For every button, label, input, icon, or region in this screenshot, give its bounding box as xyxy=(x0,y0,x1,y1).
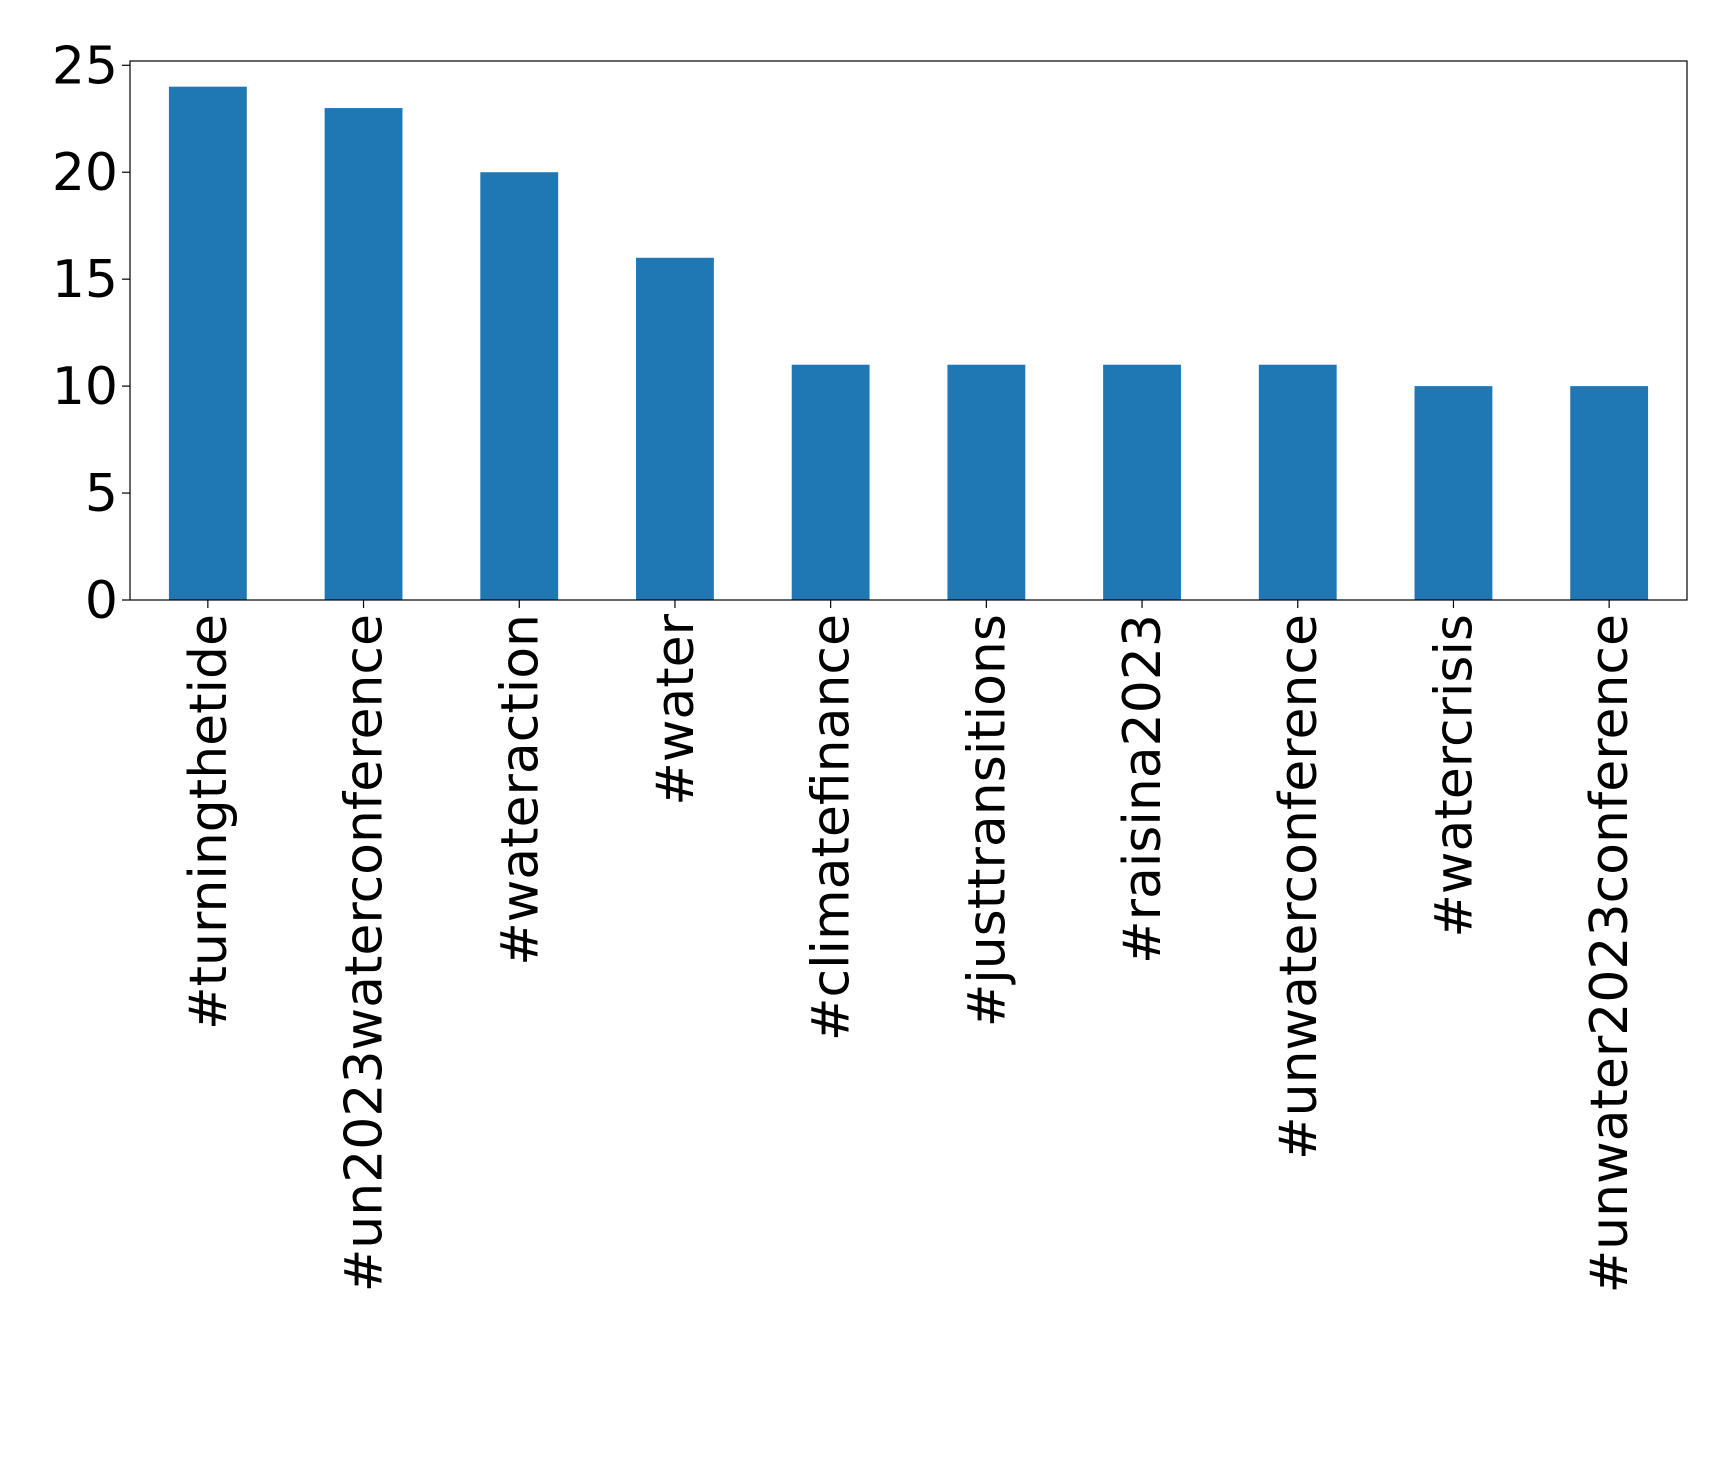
plot-frame xyxy=(129,60,1688,601)
y-tick-label: 10 xyxy=(52,357,118,417)
bar xyxy=(1103,364,1181,600)
y-tick-label: 20 xyxy=(52,143,118,203)
x-tick-label: #un2023waterconference xyxy=(335,614,395,1292)
x-tick-label: #justtransitions xyxy=(957,614,1017,1027)
bar xyxy=(324,108,403,601)
y-tick-label: 0 xyxy=(85,571,118,631)
x-tick-label: #watercrisis xyxy=(1424,614,1484,938)
x-tick-label: #unwater2023conference xyxy=(1580,614,1640,1293)
x-tick-label: #climatefinance xyxy=(802,614,862,1041)
bar xyxy=(168,86,247,600)
bar xyxy=(791,364,870,600)
y-tick-label: 15 xyxy=(52,250,118,310)
y-tick-label: 25 xyxy=(52,36,118,96)
bar xyxy=(636,257,714,600)
bar xyxy=(480,172,559,600)
x-tick-label: #raisina2023 xyxy=(1113,614,1173,964)
y-tick-label: 5 xyxy=(85,464,118,524)
x-tick-label: #unwaterconference xyxy=(1269,614,1329,1160)
bar xyxy=(1414,386,1493,600)
bar xyxy=(1258,364,1337,600)
x-tick-label: #wateraction xyxy=(490,614,550,966)
bar xyxy=(947,364,1026,600)
x-tick-label: #turningthetide xyxy=(179,614,239,1030)
x-tick-label: #water xyxy=(646,613,706,805)
bar xyxy=(1570,386,1649,600)
